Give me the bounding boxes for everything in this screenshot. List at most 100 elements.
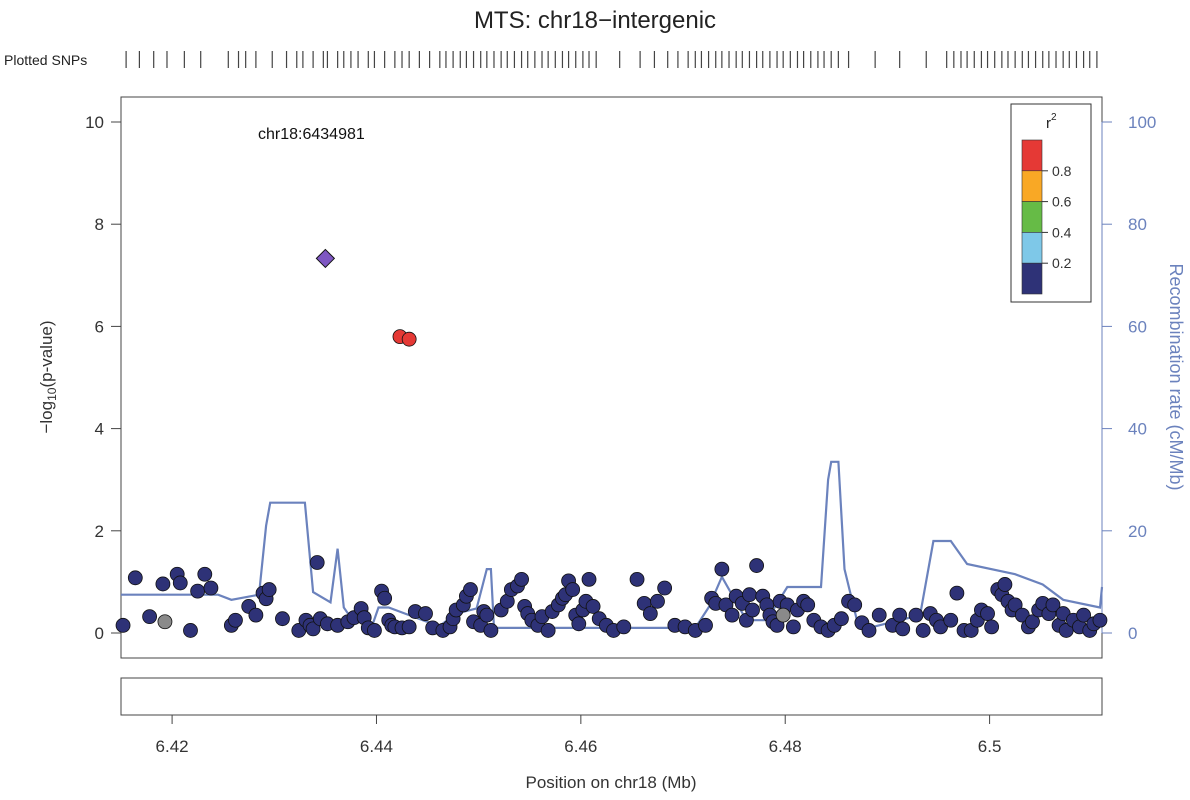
legend-ticks: 0.8 0.6 0.4 0.2 (1042, 163, 1072, 271)
snp-point (915, 623, 931, 638)
snp-points (115, 248, 1108, 638)
snp-point (248, 607, 264, 623)
snp-point (847, 597, 863, 613)
y-right-tick-label: 0 (1128, 624, 1137, 643)
snp-point (861, 623, 877, 638)
snp-point (949, 585, 965, 601)
snp-point (190, 583, 206, 599)
snp-point (183, 623, 198, 638)
snp-point (834, 611, 849, 627)
snp-point (1092, 612, 1108, 628)
snp-point (127, 570, 143, 586)
snp-point (1007, 597, 1023, 613)
legend-swatch (1021, 201, 1043, 233)
y-left-tick-label: 4 (95, 420, 104, 439)
y-left-tick-label: 10 (85, 113, 104, 132)
snp-point (565, 582, 581, 597)
snp-point (172, 575, 188, 591)
gene-track (120, 677, 1103, 716)
x-tick-label: 6.5 (978, 737, 1002, 756)
snp-point (540, 623, 556, 638)
snp-point (418, 606, 433, 621)
legend-tick-label: 0.2 (1052, 255, 1072, 271)
x-tick-label: 6.46 (564, 737, 597, 756)
recombination-rate-line (121, 460, 1104, 630)
snp-point (514, 571, 529, 587)
x-tick-label: 6.44 (360, 737, 393, 756)
legend-tick-label: 0.6 (1052, 194, 1072, 210)
snp-point (698, 617, 713, 633)
snp-point-no-ld (157, 614, 173, 630)
y-right-tick-label: 80 (1128, 215, 1147, 234)
legend-tick-label: 0.8 (1052, 163, 1072, 179)
snp-point (155, 576, 171, 592)
r2-legend: r2 0.8 0.6 0.4 0.2 (1010, 103, 1092, 303)
lead-snp-point (315, 248, 336, 269)
legend-swatch (1021, 170, 1043, 202)
snp-point (367, 623, 382, 638)
lead-snp-label: chr18:6434981 (258, 126, 365, 143)
snp-point (984, 619, 1000, 635)
snp-point (657, 580, 673, 596)
snp-point (585, 599, 601, 614)
snp-point (650, 593, 665, 609)
snp-point (745, 602, 760, 618)
snp-point (892, 607, 908, 623)
legend-swatch (1021, 232, 1043, 264)
chart-title: MTS: chr18−intergenic (474, 7, 716, 34)
snp-point (1025, 614, 1040, 630)
y-right-tick-label: 100 (1128, 113, 1156, 132)
y-axis-left-label: −log10(p-value) (37, 320, 59, 433)
legend-tick-label: 0.4 (1052, 224, 1072, 240)
snp-point (714, 561, 730, 577)
snp-point (483, 623, 499, 638)
snp-point (785, 619, 801, 635)
snp-point-high-ld (401, 331, 417, 347)
y-left-tick-label: 6 (95, 317, 104, 336)
snp-point (479, 607, 495, 623)
snp-point (275, 611, 290, 627)
snp-point (742, 587, 757, 603)
x-axis: 6.42 6.44 6.46 6.48 6.5 (156, 714, 1002, 756)
snp-point (629, 571, 645, 587)
y-left-tick-label: 0 (95, 624, 104, 643)
y-left-tick-label: 2 (95, 522, 104, 541)
snp-point (581, 571, 597, 587)
snp-point (203, 580, 219, 596)
plotted-snps-label: Plotted SNPs (4, 52, 87, 68)
snp-point (377, 590, 393, 606)
snp-point (305, 621, 321, 637)
legend-title: r2 (1046, 112, 1057, 132)
snp-point (642, 606, 658, 621)
plotted-snps-rug (125, 51, 1098, 68)
legend-swatches (1021, 139, 1043, 295)
snp-point (908, 607, 924, 623)
y-right-tick-label: 40 (1128, 420, 1147, 439)
snp-point (724, 607, 740, 623)
recombination-rate-path (121, 460, 1104, 630)
y-axis-right-label: Recombination rate (cM/Mb) (1166, 263, 1186, 490)
snp-point (616, 619, 632, 635)
snp-point (309, 555, 325, 570)
legend-swatch (1021, 262, 1043, 295)
snp-point (1045, 597, 1061, 613)
snp-point (197, 566, 213, 582)
x-tick-label: 6.48 (769, 737, 802, 756)
snp-point (463, 582, 478, 597)
snp-point (115, 617, 131, 633)
snp-point (980, 606, 995, 621)
snp-point (571, 616, 587, 632)
snp-point (401, 619, 417, 635)
y-axis-right: 0 20 40 60 80 100 (1101, 113, 1156, 643)
snp-point (1076, 607, 1092, 623)
y-right-tick-label: 60 (1128, 317, 1147, 336)
x-tick-label: 6.42 (156, 737, 189, 756)
plot-frame (120, 96, 1103, 659)
snp-point (997, 577, 1013, 592)
snp-point (943, 612, 959, 628)
snp-point-no-ld (775, 607, 791, 623)
snp-point (261, 582, 277, 597)
snp-point (228, 612, 243, 628)
snp-point (871, 607, 887, 623)
